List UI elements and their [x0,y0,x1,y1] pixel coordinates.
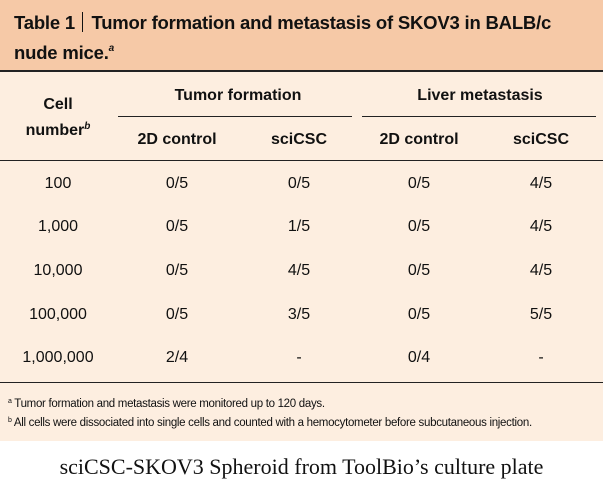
header-2d-control-1: 2D control [137,131,217,148]
header-cell-number-line1: Cell [43,96,73,113]
tumor-2d-value: 0/5 [165,175,189,192]
header-cell-number: Cell numberb [10,94,106,142]
header-footnote-mark: b [84,121,91,132]
header-tumor-formation: Tumor formation [174,87,302,104]
footnote-b-mark: b [8,417,12,424]
tumor-2d-value: 0/5 [165,218,189,235]
table-title: Table 1 Tumor formation and metastasis of… [14,10,594,66]
cell-number-value: 10,000 [33,262,83,279]
tumor-scicsc-value: 4/5 [287,262,311,279]
tumor-scicsc-value: 0/5 [287,175,311,192]
footnote-b: b All cells were dissociated into single… [8,414,532,430]
header-cell-number-line2: number [25,122,85,139]
cell-number-value: 100 [44,175,72,192]
group-rule-tumor [118,116,352,117]
tumor-2d-value: 0/5 [165,262,189,279]
title-separator [81,12,84,32]
table-label: Table 1 [14,12,75,33]
header-2d-control-2: 2D control [379,131,459,148]
tumor-2d-value: 2/4 [165,349,189,366]
table-title-bar [0,0,603,70]
cell-number-value: 100,000 [29,306,87,323]
cell-number-value: 1,000,000 [22,349,94,366]
footnote-a-text: Tumor formation and metastasis were moni… [11,398,325,410]
title-rule [0,70,603,72]
body-rule [0,382,603,383]
liver-scicsc-value: - [538,349,544,366]
title-footnote-mark: a [108,43,115,54]
tumor-2d-value: 0/5 [165,306,189,323]
header-liver-metastasis: Liver metastasis [417,87,543,104]
liver-2d-value: 0/5 [407,306,431,323]
liver-scicsc-value: 4/5 [529,175,553,192]
tumor-scicsc-value: - [296,349,302,366]
cell-number-value: 1,000 [37,218,79,235]
liver-2d-value: 0/5 [407,218,431,235]
liver-scicsc-value: 5/5 [529,306,553,323]
table-panel [0,0,603,441]
header-scicsc-1: sciCSC [270,131,328,148]
liver-2d-value: 0/5 [407,262,431,279]
liver-scicsc-value: 4/5 [529,262,553,279]
header-scicsc-2: sciCSC [512,131,570,148]
tumor-scicsc-value: 1/5 [287,218,311,235]
tumor-scicsc-value: 3/5 [287,306,311,323]
footnote-a: a Tumor formation and metastasis were mo… [8,395,325,411]
footnote-a-mark: a [8,398,12,405]
table-title-text: Tumor formation and metastasis of SKOV3 … [14,12,552,63]
liver-2d-value: 0/4 [407,349,431,366]
group-rule-liver [362,116,596,117]
header-rule [0,160,603,161]
image-caption: sciCSC-SKOV3 Spheroid from ToolBio’s cul… [59,454,544,479]
footnote-b-text: All cells were dissociated into single c… [11,417,532,429]
liver-2d-value: 0/5 [407,175,431,192]
liver-scicsc-value: 4/5 [529,218,553,235]
